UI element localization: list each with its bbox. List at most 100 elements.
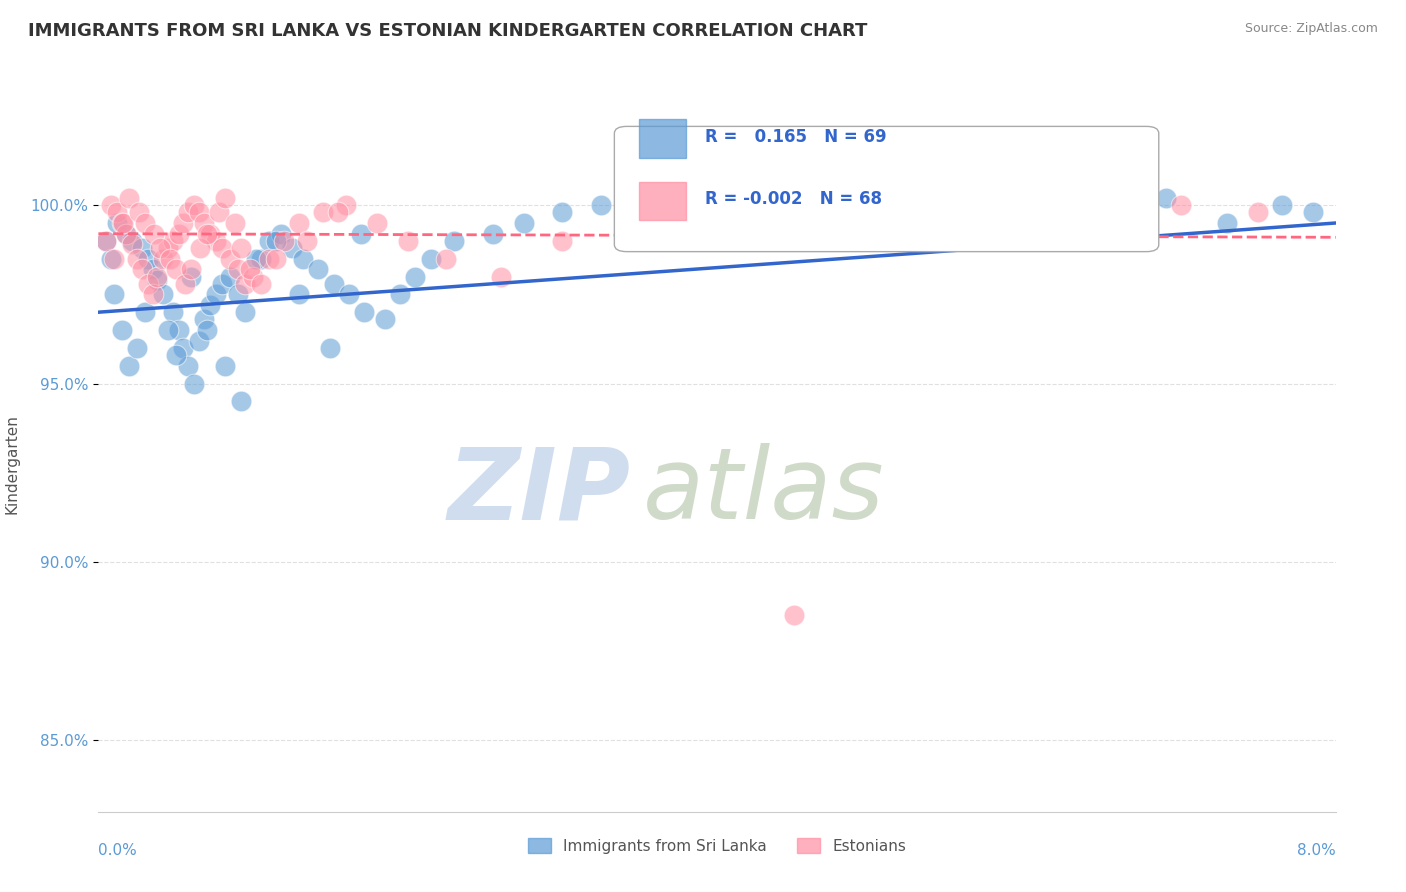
Y-axis label: Kindergarten: Kindergarten: [4, 414, 20, 514]
Point: [127, 341, 149, 355]
Point: [721, 227, 744, 241]
Point: [226, 262, 249, 277]
Point: [1271, 198, 1294, 212]
Point: [180, 262, 202, 277]
Point: [1154, 191, 1177, 205]
Point: [224, 216, 246, 230]
Point: [115, 227, 138, 241]
Point: [198, 227, 221, 241]
Point: [291, 252, 314, 266]
Point: [157, 323, 180, 337]
Point: [146, 269, 169, 284]
Point: [152, 287, 174, 301]
Point: [706, 198, 728, 212]
Text: R =   0.165   N = 69: R = 0.165 N = 69: [704, 128, 886, 145]
Point: [405, 269, 427, 284]
Point: [443, 234, 465, 248]
Point: [288, 216, 311, 230]
Point: [353, 305, 375, 319]
Legend: Immigrants from Sri Lanka, Estonians: Immigrants from Sri Lanka, Estonians: [522, 831, 912, 860]
Point: [118, 191, 141, 205]
Point: [891, 205, 914, 219]
Point: [1216, 216, 1239, 230]
Point: [131, 262, 153, 277]
Text: atlas: atlas: [643, 443, 884, 541]
Point: [103, 252, 125, 266]
Point: [219, 269, 242, 284]
Point: [239, 262, 262, 277]
Point: [297, 234, 319, 248]
Point: [257, 234, 280, 248]
Point: [211, 277, 233, 291]
Point: [551, 205, 574, 219]
Point: [183, 376, 205, 391]
Point: [1092, 205, 1115, 219]
Point: [121, 237, 143, 252]
Point: [105, 216, 128, 230]
Point: [111, 216, 132, 230]
Point: [190, 241, 212, 255]
Point: [513, 216, 536, 230]
Point: [157, 241, 180, 255]
Point: [118, 359, 141, 373]
Point: [551, 234, 574, 248]
Point: [242, 269, 264, 284]
Point: [799, 216, 821, 230]
Point: [229, 241, 252, 255]
Point: [1302, 205, 1324, 219]
Point: [1170, 198, 1192, 212]
Point: [270, 227, 292, 241]
Point: [208, 205, 231, 219]
Bar: [640, 182, 686, 220]
Point: [177, 205, 200, 219]
Point: [219, 252, 242, 266]
Point: [322, 277, 344, 291]
Point: [188, 205, 211, 219]
Point: [436, 252, 458, 266]
Point: [115, 227, 138, 241]
Point: [281, 241, 304, 255]
Point: [149, 241, 172, 255]
Point: [193, 216, 215, 230]
Point: [783, 608, 806, 623]
Point: [233, 277, 257, 291]
Point: [165, 348, 187, 362]
Point: [214, 191, 236, 205]
Point: [388, 287, 412, 301]
Text: 0.0%: 0.0%: [98, 843, 138, 858]
Point: [783, 234, 806, 248]
Point: [307, 262, 329, 277]
Point: [121, 234, 143, 248]
Point: [112, 216, 135, 230]
Point: [233, 305, 257, 319]
Point: [152, 252, 174, 266]
Point: [264, 252, 288, 266]
Point: [195, 227, 218, 241]
Point: [1077, 216, 1099, 230]
Point: [1247, 205, 1270, 219]
Point: [146, 273, 169, 287]
Point: [374, 312, 396, 326]
Point: [350, 227, 373, 241]
Point: [591, 198, 613, 212]
Point: [229, 394, 252, 409]
Point: [195, 323, 218, 337]
Text: ZIP: ZIP: [447, 443, 630, 541]
Point: [128, 205, 150, 219]
Point: [165, 262, 187, 277]
Point: [180, 269, 202, 284]
Point: [245, 252, 267, 266]
Text: 8.0%: 8.0%: [1296, 843, 1336, 858]
Point: [111, 323, 132, 337]
Point: [159, 252, 181, 266]
Point: [134, 216, 156, 230]
Point: [162, 234, 184, 248]
Point: [188, 334, 211, 348]
Point: [489, 269, 512, 284]
Point: [96, 234, 118, 248]
Point: [96, 234, 118, 248]
Point: [141, 262, 165, 277]
Point: [211, 241, 233, 255]
Point: [984, 198, 1007, 212]
Point: [337, 287, 360, 301]
